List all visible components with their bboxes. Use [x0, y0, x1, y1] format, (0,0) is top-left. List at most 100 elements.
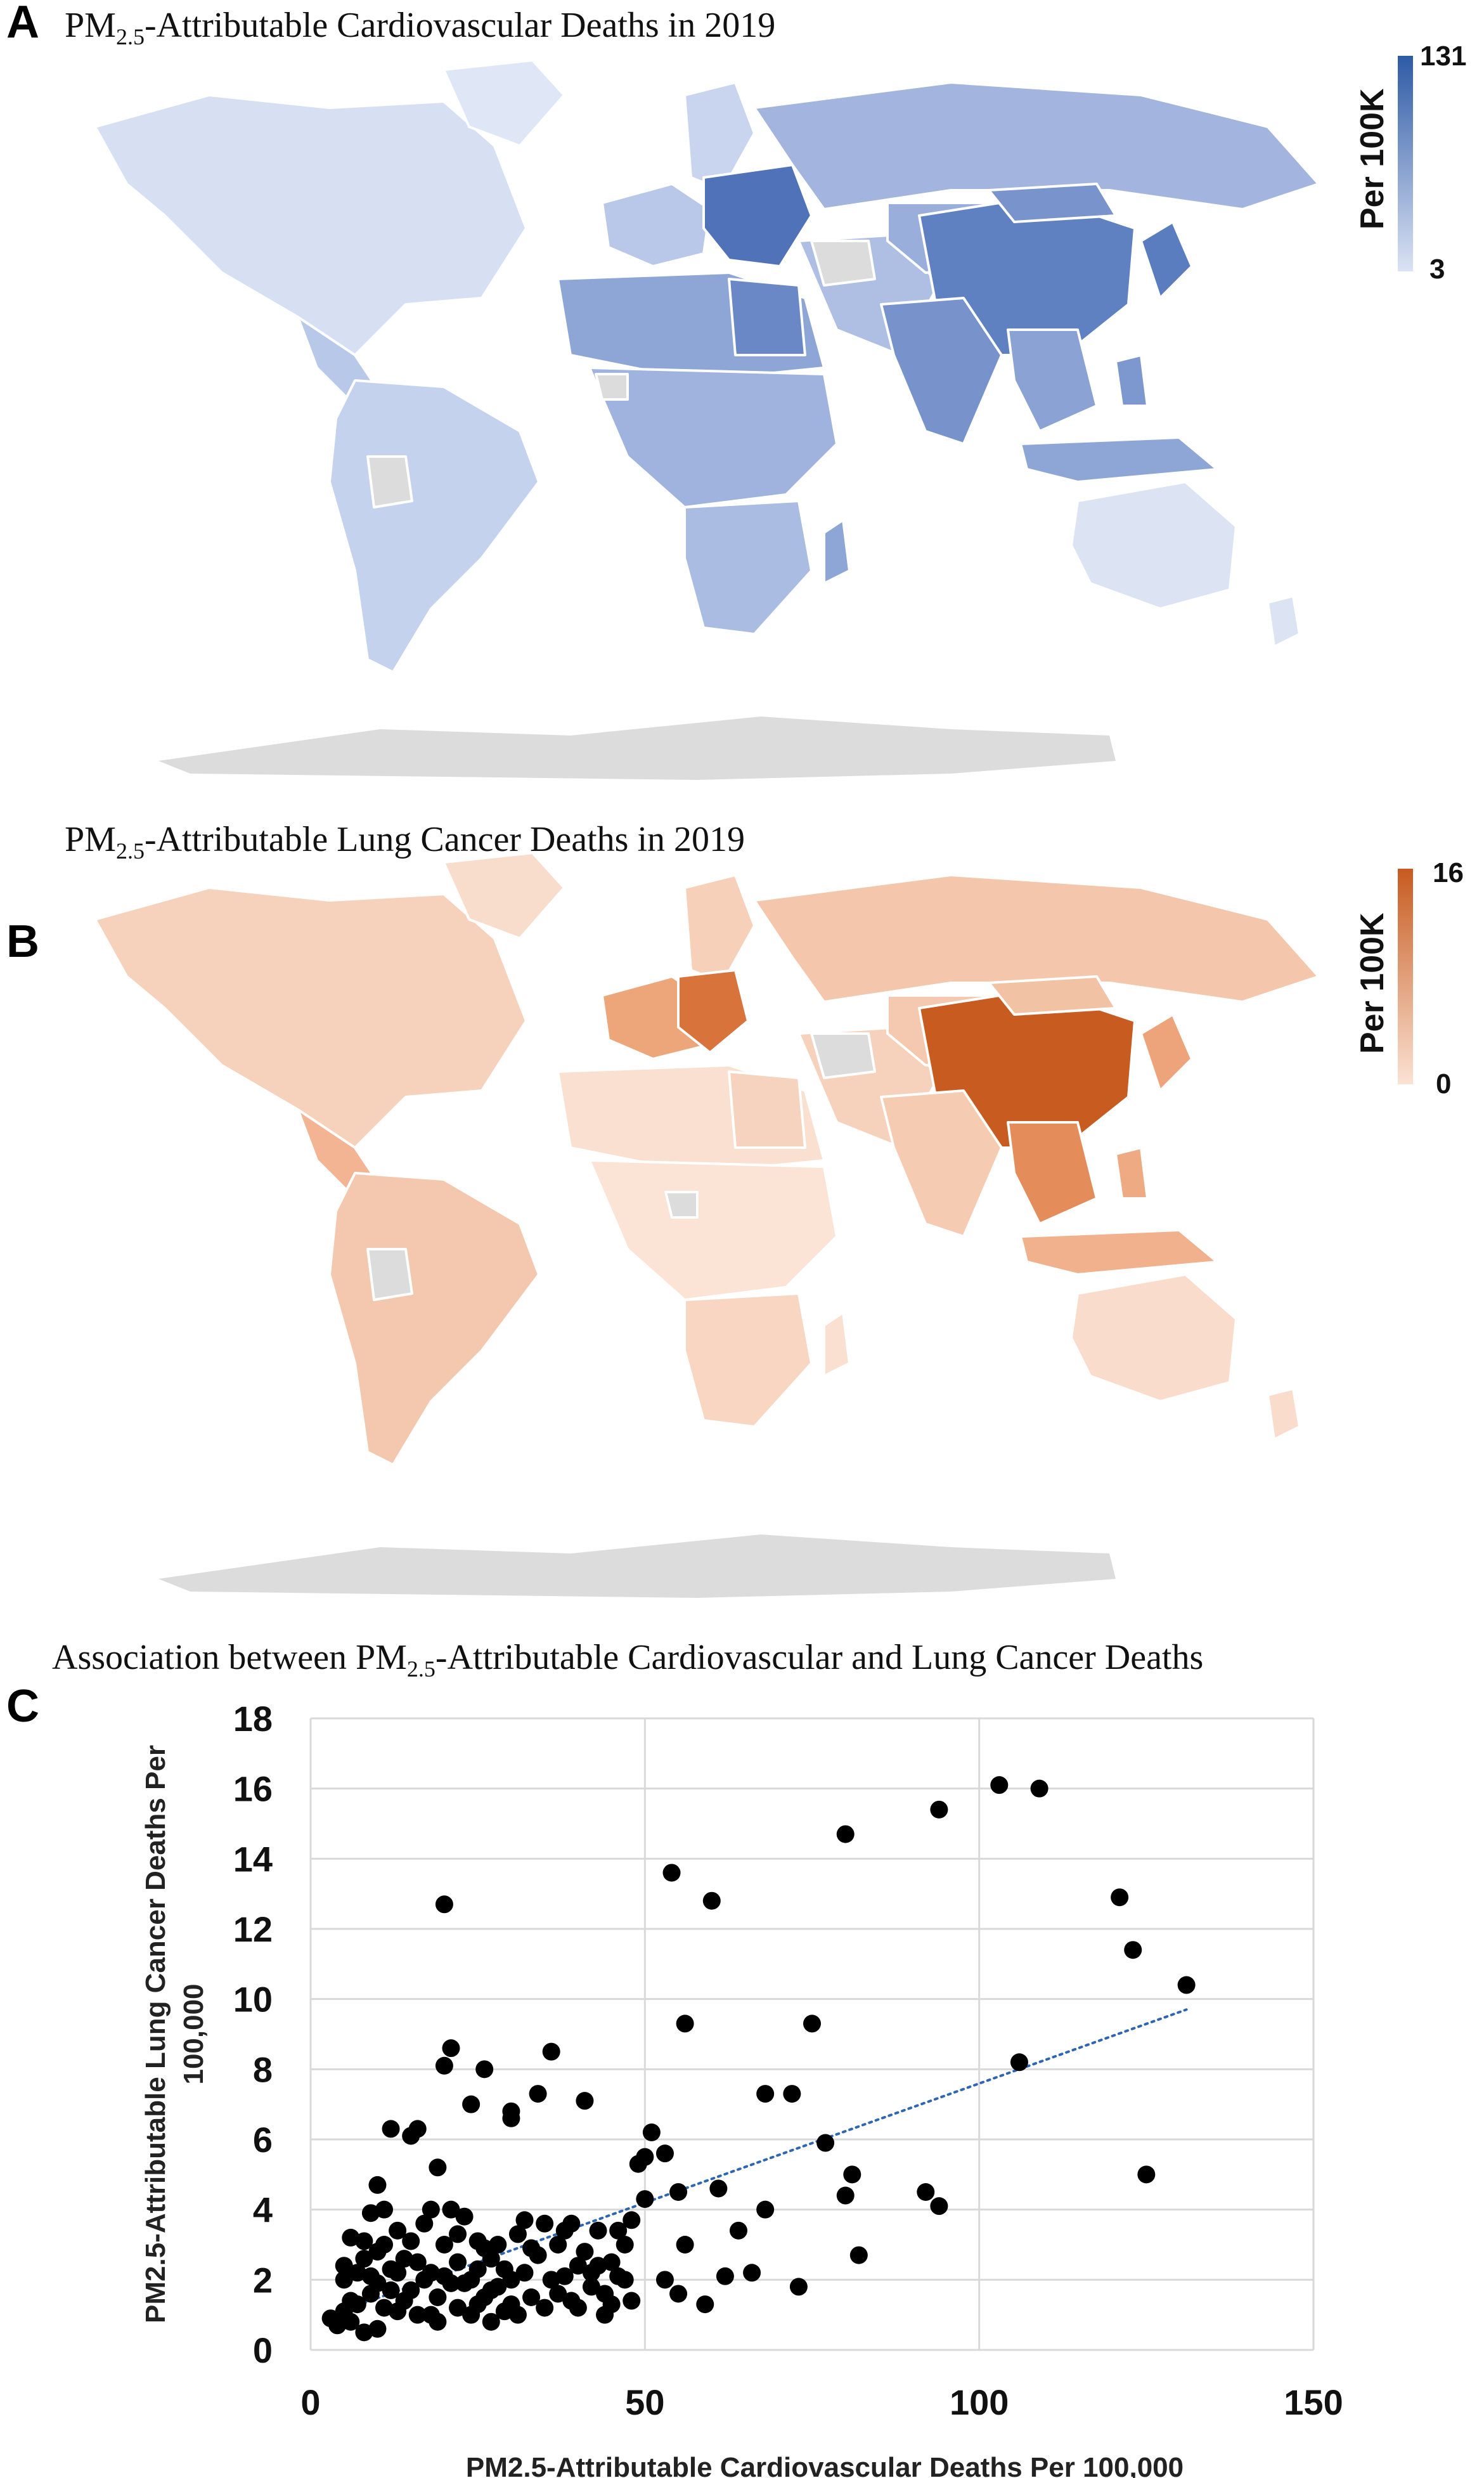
panel-b-title: PM2.5-Attributable Lung Cancer Deaths in…: [65, 819, 745, 864]
data-point: [549, 2285, 567, 2303]
data-point: [803, 2014, 821, 2033]
data-point: [355, 2323, 373, 2342]
panel-letter-b: B: [6, 916, 39, 967]
data-point: [442, 2200, 460, 2219]
data-point: [542, 2271, 560, 2289]
data-point: [408, 2306, 427, 2324]
world-map-lung-cancer: [94, 852, 1413, 1598]
map-b-north-america: [94, 886, 527, 1149]
panel-a-title-sub: 2.5: [115, 24, 145, 50]
y-axis-title-line-2: 100,000: [178, 1983, 209, 2084]
data-point: [536, 2214, 554, 2233]
y-tick-label: 18: [233, 1699, 273, 1739]
map-b-russia: [753, 874, 1320, 1003]
data-point: [1010, 2053, 1028, 2072]
data-point: [555, 2221, 574, 2240]
map-b-philippines: [1114, 1146, 1149, 1200]
map-a-new-zealand: [1267, 595, 1301, 648]
data-point: [368, 2319, 387, 2338]
data-point: [529, 2085, 547, 2103]
data-point: [709, 2179, 728, 2198]
panel-a-title: PM2.5-Attributable Cardiovascular Deaths…: [65, 5, 775, 50]
data-point: [375, 2200, 394, 2219]
data-point: [482, 2313, 500, 2331]
data-point: [382, 2120, 400, 2138]
data-point: [462, 2095, 481, 2113]
data-point: [429, 2313, 447, 2331]
data-point: [716, 2267, 734, 2285]
y-tick-label: 14: [233, 1839, 273, 1879]
x-axis-ticks: 0 50 100 150: [300, 2382, 1343, 2422]
y-tick-label: 8: [253, 2049, 273, 2089]
data-point: [743, 2264, 761, 2282]
map-a-india: [880, 297, 1003, 445]
data-point: [569, 2257, 587, 2275]
panel-b-title-pre: PM: [65, 820, 116, 859]
y-tick-label: 0: [253, 2330, 273, 2370]
data-point: [389, 2221, 407, 2240]
data-point: [335, 2271, 353, 2289]
map-a-philippines: [1114, 354, 1149, 407]
data-point: [449, 2299, 467, 2317]
map-b-central-africa: [588, 1159, 838, 1301]
data-point: [676, 2236, 694, 2254]
map-a-egypt: [728, 278, 806, 356]
data-point: [555, 2267, 574, 2285]
data-point: [475, 2060, 494, 2079]
data-point: [990, 1776, 1009, 1794]
y-tick-label: 6: [253, 2120, 273, 2160]
map-a-antarctica: [158, 717, 1116, 780]
data-point: [475, 2288, 494, 2306]
data-point: [602, 2253, 621, 2271]
data-point: [389, 2264, 407, 2282]
data-point: [361, 2204, 380, 2222]
map-a-russia: [753, 81, 1320, 211]
legend-a-min: 3: [1429, 254, 1445, 285]
map-a-australia: [1070, 481, 1237, 610]
panel-c-title-sub: 2.5: [406, 1656, 436, 1682]
data-point: [515, 2264, 534, 2282]
legend-a-colorbar: [1398, 56, 1413, 271]
map-b-mongolia: [988, 975, 1117, 1016]
data-point: [468, 2232, 487, 2250]
data-point: [402, 2232, 420, 2250]
data-point: [449, 2253, 467, 2271]
data-point: [482, 2250, 500, 2268]
data-point: [335, 2257, 353, 2275]
data-point: [455, 2207, 474, 2226]
data-point: [1137, 2165, 1156, 2184]
map-b-no-data-south-sudan: [664, 1191, 699, 1219]
data-points: [321, 1776, 1196, 2342]
map-b-south-america: [328, 1172, 540, 1466]
legend-b-max: 16: [1433, 857, 1464, 888]
data-point: [348, 2264, 366, 2282]
data-point: [729, 2221, 747, 2240]
y-tick-label: 10: [233, 1980, 273, 2020]
map-a-japan-korea: [1140, 221, 1193, 299]
data-point: [917, 2183, 935, 2201]
data-point: [616, 2271, 634, 2289]
data-point: [489, 2236, 507, 2254]
data-point: [368, 2274, 387, 2292]
map-b-new-zealand: [1267, 1387, 1301, 1441]
data-point: [522, 2288, 541, 2306]
data-point: [522, 2239, 541, 2257]
scatter-chart: 0 2 4 6 8 10 12 14 16 18 0 50 100 150 PM2.5-Attribut…: [140, 1699, 1343, 2478]
data-point: [395, 2292, 413, 2310]
x-tick-label: 50: [625, 2382, 664, 2422]
data-point: [609, 2221, 628, 2240]
data-point: [368, 2176, 387, 2194]
data-point: [589, 2257, 607, 2275]
y-tick-label: 12: [233, 1909, 273, 1949]
data-point: [616, 2236, 634, 2254]
map-a-indonesia: [1019, 436, 1218, 483]
panel-c-title-pre: Association between PM: [52, 1638, 407, 1677]
data-point: [375, 2236, 394, 2254]
x-tick-label: 150: [1284, 2382, 1343, 2422]
data-point: [849, 2246, 868, 2264]
map-b-australia: [1070, 1273, 1237, 1403]
data-point: [402, 2127, 420, 2145]
data-point: [596, 2306, 614, 2324]
data-point: [502, 2109, 520, 2127]
x-axis-title: PM2.5-Attributable Cardiovascular Deaths…: [466, 2452, 1184, 2478]
